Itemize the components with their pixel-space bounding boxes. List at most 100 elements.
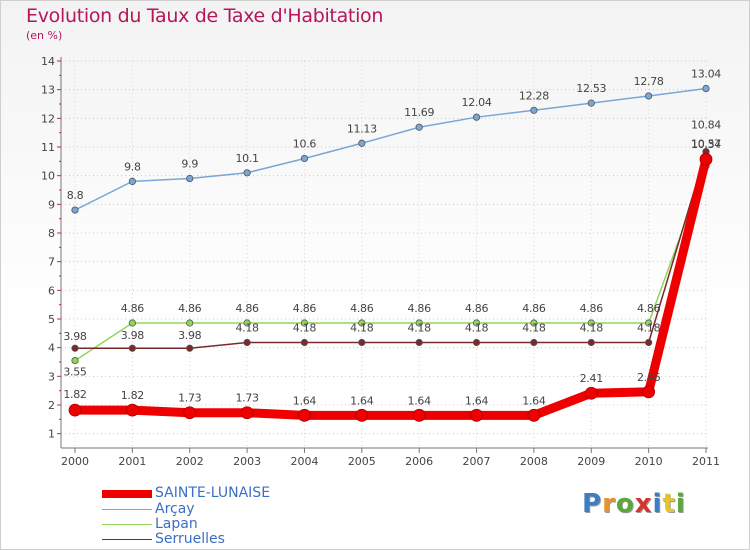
data-point — [71, 206, 79, 214]
logo-letter: t — [662, 489, 676, 519]
data-label: 13.04 — [691, 68, 721, 81]
data-label: 4.18 — [293, 322, 317, 335]
data-point — [240, 406, 254, 420]
chart-title: Evolution du Taux de Taxe d'Habitation — [26, 5, 384, 27]
data-point — [587, 338, 595, 347]
data-point — [186, 174, 194, 183]
data-label: 4.86 — [408, 302, 432, 315]
data-label: 4.18 — [522, 322, 546, 335]
data-label: 10.6 — [293, 137, 317, 150]
x-tick-label: 2007 — [463, 455, 491, 468]
data-point — [243, 338, 251, 347]
data-label: 4.18 — [350, 322, 374, 335]
series-line — [74, 165, 707, 362]
series-line — [70, 154, 711, 420]
legend-label: Serruelles — [155, 531, 225, 547]
data-point — [645, 338, 653, 347]
y-tick-label: 5 — [48, 313, 55, 326]
data-point — [527, 408, 541, 422]
y-tick-label: 14 — [41, 55, 55, 68]
legend-label: SAINTE-LUNAISE — [155, 485, 271, 501]
data-label: 4.18 — [235, 322, 259, 335]
data-point — [68, 403, 82, 417]
series-line — [74, 150, 707, 349]
data-point — [472, 113, 481, 121]
data-label: 1.64 — [293, 394, 317, 407]
data-point — [243, 319, 251, 327]
logo-letter: r — [602, 489, 616, 519]
data-label: 1.82 — [121, 389, 144, 402]
data-point — [358, 319, 366, 327]
data-label: 4.86 — [580, 302, 604, 315]
y-tick-label: 3 — [48, 370, 55, 383]
data-label: 9.8 — [124, 160, 141, 173]
legend-swatch — [102, 509, 152, 510]
legend-swatch — [102, 490, 152, 498]
data-label: 12.28 — [519, 89, 549, 102]
data-label: 3.55 — [63, 366, 87, 379]
y-tick-label: 10 — [41, 170, 55, 183]
data-point — [645, 92, 653, 100]
data-label: 12.04 — [462, 96, 492, 109]
y-tick-label: 1 — [48, 428, 55, 441]
y-tick-label: 8 — [48, 227, 55, 240]
data-point — [300, 154, 309, 163]
data-label: 3.98 — [63, 330, 87, 343]
y-tick-label: 9 — [48, 198, 55, 211]
legend-swatch — [102, 539, 152, 540]
data-point — [642, 385, 656, 399]
data-point — [71, 344, 79, 352]
data-point — [530, 338, 538, 347]
legend-swatch — [102, 524, 152, 525]
data-label: 1.64 — [350, 394, 374, 407]
x-tick-label: 2009 — [577, 455, 605, 468]
data-label: 12.78 — [634, 75, 664, 88]
data-label: 4.18 — [580, 322, 604, 335]
x-tick-label: 2001 — [118, 455, 146, 468]
data-label: 4.86 — [350, 302, 374, 315]
data-label: 1.73 — [178, 392, 202, 405]
x-tick-label: 2006 — [405, 455, 433, 468]
data-point — [125, 403, 139, 417]
data-point — [702, 84, 710, 93]
data-label: 10.84 — [691, 119, 721, 132]
data-point — [530, 319, 538, 327]
data-label: 10.57 — [691, 137, 721, 150]
x-tick-label: 2011 — [692, 455, 720, 468]
data-label: 4.86 — [293, 302, 317, 315]
data-point — [415, 319, 423, 327]
data-point — [470, 408, 483, 422]
data-label: 4.86 — [465, 302, 489, 315]
data-point — [355, 408, 369, 422]
y-tick-label: 11 — [41, 141, 55, 154]
x-tick-label: 2005 — [348, 455, 376, 468]
data-point — [186, 319, 194, 327]
data-point — [358, 338, 366, 347]
data-label: 4.86 — [637, 302, 661, 315]
data-point — [128, 344, 136, 352]
data-label: 4.86 — [178, 302, 202, 315]
y-tick-label: 2 — [48, 399, 55, 412]
chart-subtitle: (en %) — [26, 29, 63, 42]
data-point — [587, 319, 595, 327]
x-tick-label: 2000 — [61, 455, 89, 468]
data-point — [415, 123, 423, 131]
data-point — [472, 338, 481, 347]
y-tick-label: 4 — [48, 342, 55, 355]
data-label: 12.53 — [576, 82, 606, 95]
y-tick-label: 12 — [41, 112, 55, 125]
data-label: 4.18 — [637, 322, 661, 335]
y-tick-label: 6 — [48, 284, 55, 297]
proxiti-logo: Proxiti — [582, 489, 686, 519]
data-label: 4.86 — [121, 302, 145, 315]
data-point — [243, 169, 251, 177]
data-point — [530, 106, 538, 114]
data-label: 1.64 — [522, 394, 546, 407]
data-label: 11.13 — [347, 122, 377, 135]
data-point — [183, 406, 197, 420]
logo-letter: x — [634, 489, 653, 519]
data-point — [645, 319, 653, 327]
data-label: 2.46 — [637, 371, 661, 384]
data-label: 4.86 — [522, 302, 546, 315]
